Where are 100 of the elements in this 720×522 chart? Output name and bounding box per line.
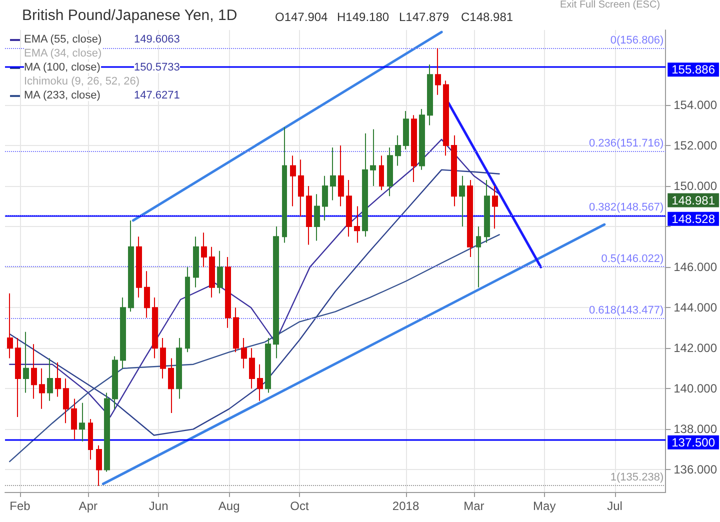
x-tick-label: Aug bbox=[218, 499, 240, 513]
y-tick-label: 150.000 bbox=[674, 179, 718, 194]
text: 148.981 bbox=[672, 193, 716, 208]
legend-label: MA (100, close) bbox=[24, 62, 100, 74]
candlestick bbox=[459, 175, 465, 228]
candlestick bbox=[322, 175, 328, 221]
text: L147.879 bbox=[399, 10, 450, 24]
ref-line-label: 0.382(148.567) bbox=[589, 202, 664, 214]
candlestick bbox=[403, 110, 409, 150]
candlestick bbox=[160, 338, 166, 380]
candlestick bbox=[71, 398, 77, 440]
candlestick bbox=[354, 206, 360, 244]
candlestick bbox=[306, 186, 312, 246]
candlestick bbox=[467, 179, 473, 258]
annotation: 147.6271 bbox=[134, 90, 180, 102]
candlestick bbox=[379, 155, 384, 191]
candlestick bbox=[387, 147, 393, 197]
y-tick-label: 136.000 bbox=[674, 462, 718, 477]
chart-title: British Pound/Japanese Yen, 1D bbox=[22, 7, 238, 24]
ref-line-label: 0.5(146.022) bbox=[601, 253, 664, 266]
candlestick bbox=[265, 338, 271, 394]
annotation: Ichimoku (9, 26, 52, 26) bbox=[24, 76, 140, 88]
candlestick bbox=[209, 246, 215, 298]
y-tick-label: 144.000 bbox=[674, 300, 718, 315]
text: Exit Full Screen (ESC) bbox=[560, 0, 660, 10]
candlestick bbox=[104, 392, 110, 472]
candlestick bbox=[492, 186, 498, 230]
candlestick bbox=[23, 331, 29, 394]
candlestick bbox=[290, 155, 296, 207]
candlestick bbox=[370, 128, 376, 187]
candlestick bbox=[395, 134, 401, 166]
candlestick bbox=[39, 368, 45, 410]
candlestick bbox=[338, 145, 344, 207]
candlestick bbox=[63, 378, 69, 424]
line-series bbox=[9, 169, 500, 436]
x-tick-label: Jun bbox=[148, 499, 168, 513]
candlestick bbox=[31, 344, 37, 400]
candlestick bbox=[314, 194, 320, 242]
ref-line-label: 0(156.806) bbox=[610, 34, 664, 47]
y-tick-label: 138.000 bbox=[674, 422, 718, 436]
text: O147.904 bbox=[275, 10, 328, 24]
candlestick bbox=[168, 358, 174, 414]
candlestick bbox=[282, 126, 287, 244]
candlestick bbox=[128, 220, 134, 312]
line-series bbox=[9, 138, 500, 418]
x-tick-label: Mar bbox=[464, 499, 484, 513]
candlestick bbox=[193, 236, 199, 288]
candlestick bbox=[217, 250, 223, 294]
candlestick bbox=[273, 226, 279, 359]
candlestick bbox=[241, 338, 247, 369]
y-tick-label: 152.000 bbox=[674, 138, 718, 152]
candlestick bbox=[152, 296, 158, 359]
candlestick bbox=[88, 418, 93, 460]
candlestick bbox=[298, 159, 304, 217]
candlestick bbox=[484, 179, 490, 244]
annotation: EMA (34, close) bbox=[24, 48, 102, 60]
annotation: 150.5733 bbox=[134, 62, 180, 74]
ref-line-label: 148.528 bbox=[672, 212, 716, 226]
y-tick-label: 146.000 bbox=[674, 260, 718, 274]
text: C148.981 bbox=[461, 10, 514, 24]
ref-line-label: 137.500 bbox=[672, 435, 716, 450]
ref-line-label: 0.618(143.477) bbox=[589, 304, 664, 317]
y-tick-label: 142.000 bbox=[674, 341, 718, 356]
candlestick bbox=[427, 64, 433, 126]
candlestick bbox=[411, 114, 417, 182]
y-tick-label: 154.000 bbox=[674, 98, 718, 112]
y-tick-label: 140.000 bbox=[674, 382, 718, 396]
x-tick-label: May bbox=[533, 499, 556, 513]
candlestick bbox=[257, 364, 263, 402]
candlestick bbox=[451, 134, 457, 207]
legend-label: EMA (55, close) bbox=[24, 34, 102, 46]
x-tick-label: Jul bbox=[607, 499, 622, 513]
candlestick bbox=[79, 402, 85, 442]
candlestick bbox=[120, 296, 126, 369]
x-tick-label: 2018 bbox=[392, 499, 420, 513]
candlestick bbox=[330, 147, 336, 201]
candlestick bbox=[176, 338, 182, 400]
annotation: 149.6063 bbox=[134, 34, 180, 46]
ref-line-label: 0.236(151.716) bbox=[589, 138, 664, 150]
legend-label: MA (233, close) bbox=[24, 90, 100, 102]
candlestick bbox=[362, 132, 368, 238]
candlestick bbox=[15, 338, 21, 418]
candlestick bbox=[7, 292, 13, 359]
candlestick bbox=[47, 358, 53, 402]
ref-line-label: 1(135.238) bbox=[610, 472, 664, 484]
x-tick-label: Oct bbox=[290, 499, 310, 513]
candlestick bbox=[185, 266, 190, 353]
line-series bbox=[9, 234, 500, 462]
candlestick bbox=[136, 236, 142, 298]
candlestick bbox=[419, 108, 425, 170]
candlestick bbox=[435, 48, 441, 96]
candlestick bbox=[112, 356, 118, 410]
candlestick bbox=[443, 80, 449, 156]
x-tick-label: Feb bbox=[10, 499, 31, 513]
candlestick bbox=[96, 444, 102, 486]
candlestick bbox=[233, 307, 239, 353]
candlestick bbox=[346, 179, 352, 238]
candlestick bbox=[201, 232, 207, 268]
text: H149.180 bbox=[337, 10, 390, 24]
candlestick bbox=[476, 226, 481, 288]
